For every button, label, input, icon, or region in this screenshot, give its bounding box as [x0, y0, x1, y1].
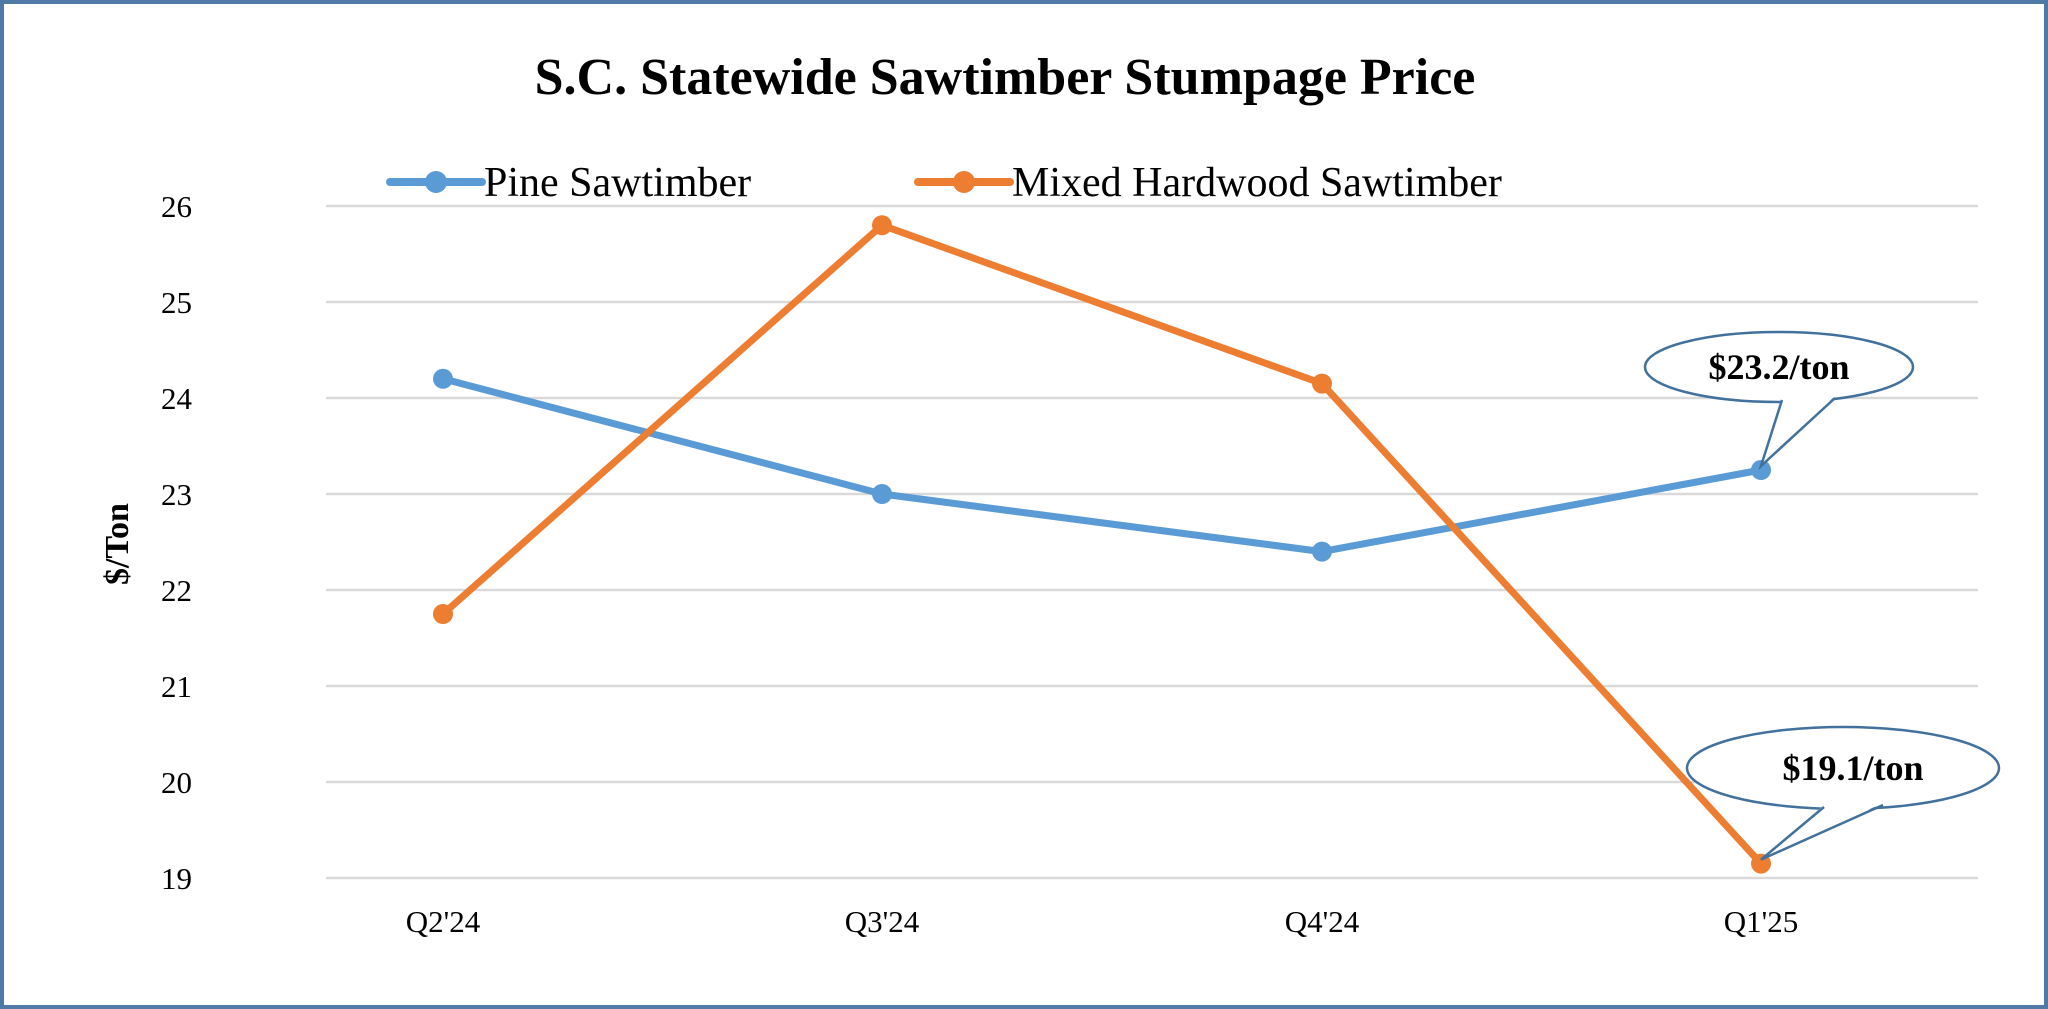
- y-tick-label: 21: [161, 669, 192, 704]
- legend-marker: [425, 171, 447, 193]
- x-tick-label: Q4'24: [1285, 904, 1360, 939]
- data-point: [872, 484, 892, 504]
- data-point: [433, 604, 453, 624]
- y-tick-label: 26: [161, 189, 192, 224]
- y-tick-label: 22: [161, 573, 192, 608]
- legend: Pine Sawtimber Mixed Hardwood Sawtimber: [386, 160, 1502, 206]
- x-tick-label: Q2'24: [406, 904, 481, 939]
- callout-label: $19.1/ton: [1782, 748, 1923, 788]
- y-tick-label: 19: [161, 861, 192, 896]
- series-lines: [433, 215, 1771, 874]
- callout-bubble: [1643, 330, 1915, 404]
- series-line-0: [442, 375, 1762, 556]
- callout-label: $23.2/ton: [1708, 347, 1849, 387]
- data-point: [1312, 373, 1332, 394]
- y-axis-label: $/Ton: [99, 503, 136, 585]
- legend-marker: [953, 171, 975, 193]
- legend-label: Pine Sawtimber: [484, 160, 751, 206]
- y-tick-label: 23: [161, 477, 192, 512]
- callouts: $23.2/ton $19.1/ton: [1643, 330, 2001, 861]
- data-point: [1312, 541, 1332, 562]
- chart-title: S.C. Statewide Sawtimber Stumpage Price: [535, 49, 1476, 106]
- series-line-1: [440, 221, 1764, 866]
- y-axis-ticks: 19 20 21 22 23 24 25 26: [161, 189, 193, 896]
- y-tick-label: 20: [161, 765, 192, 800]
- legend-label: Mixed Hardwood Sawtimber: [1012, 160, 1502, 206]
- callout-pointer: [1758, 397, 1836, 471]
- callout-pointer: [1760, 803, 1884, 861]
- x-axis-ticks: Q2'24 Q3'24 Q4'24 Q1'25: [406, 904, 1798, 939]
- y-tick-label: 25: [161, 285, 192, 320]
- data-point: [872, 215, 892, 236]
- data-point: [1751, 460, 1771, 480]
- x-tick-label: Q3'24: [845, 904, 920, 939]
- y-tick-label: 24: [161, 381, 193, 416]
- data-point: [433, 368, 453, 389]
- x-tick-label: Q1'25: [1724, 904, 1798, 939]
